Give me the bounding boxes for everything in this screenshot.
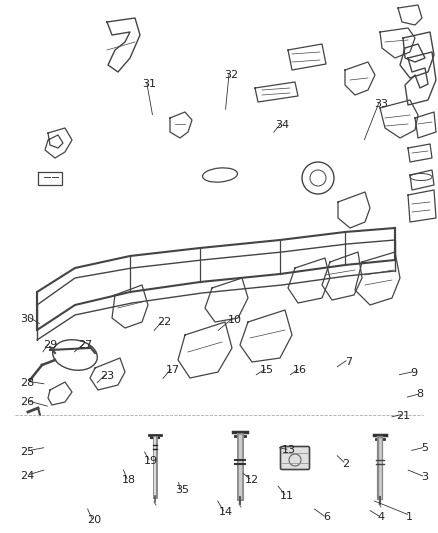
- Text: 33: 33: [374, 99, 388, 109]
- Text: 2: 2: [343, 459, 350, 469]
- Text: 25: 25: [21, 447, 35, 457]
- Text: 19: 19: [144, 456, 158, 466]
- Text: 30: 30: [21, 314, 35, 324]
- Text: 26: 26: [21, 398, 35, 407]
- Text: 31: 31: [142, 79, 156, 89]
- Text: 15: 15: [260, 366, 274, 375]
- Text: 4: 4: [378, 512, 385, 522]
- Text: 14: 14: [219, 507, 233, 516]
- Text: 20: 20: [87, 515, 101, 524]
- Text: 21: 21: [396, 411, 410, 421]
- Text: 11: 11: [280, 491, 294, 500]
- Text: 3: 3: [421, 472, 428, 482]
- Text: 34: 34: [276, 120, 290, 130]
- Text: 35: 35: [175, 486, 189, 495]
- Text: 18: 18: [122, 475, 136, 484]
- Text: 32: 32: [224, 70, 238, 79]
- Text: 23: 23: [100, 371, 114, 381]
- Text: 28: 28: [21, 378, 35, 387]
- Text: 5: 5: [421, 443, 428, 453]
- Text: 24: 24: [21, 471, 35, 481]
- FancyBboxPatch shape: [280, 447, 310, 470]
- Text: 7: 7: [345, 358, 352, 367]
- Text: 27: 27: [78, 341, 92, 350]
- Text: 6: 6: [323, 512, 330, 522]
- Text: 8: 8: [416, 390, 423, 399]
- Text: 13: 13: [282, 446, 296, 455]
- Text: 29: 29: [43, 341, 57, 350]
- Text: 16: 16: [293, 366, 307, 375]
- Text: 1: 1: [406, 512, 413, 522]
- Text: 9: 9: [410, 368, 417, 378]
- Text: 12: 12: [245, 475, 259, 484]
- Text: 10: 10: [227, 315, 241, 325]
- Text: 22: 22: [157, 318, 171, 327]
- Text: 17: 17: [166, 366, 180, 375]
